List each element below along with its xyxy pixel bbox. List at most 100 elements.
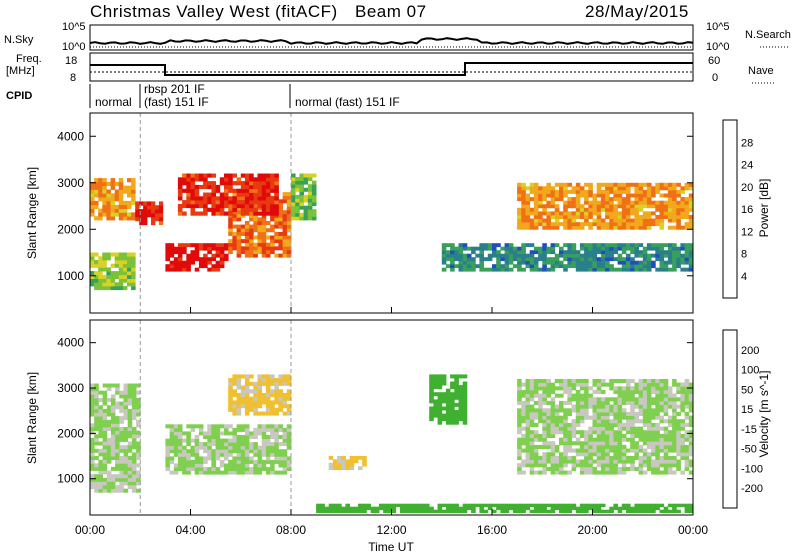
data-cell (458, 250, 464, 255)
data-cell (274, 389, 279, 394)
data-cell (584, 386, 589, 391)
data-cell (115, 466, 120, 471)
data-cell (173, 467, 179, 472)
data-cell (462, 243, 468, 248)
data-cell (630, 379, 635, 384)
data-cell (688, 382, 694, 387)
data-cell (638, 225, 644, 230)
data-cell (353, 509, 359, 514)
data-cell (190, 177, 196, 182)
data-cell (328, 509, 334, 514)
data-cell (286, 242, 292, 247)
data-cell (207, 260, 212, 265)
data-cell (429, 385, 434, 390)
data-cell (638, 382, 644, 387)
data-cell (584, 452, 589, 457)
data-cell (94, 387, 99, 392)
data-cell (651, 397, 656, 402)
data-cell (655, 455, 660, 460)
data-cell (680, 389, 685, 394)
data-cell (286, 424, 292, 429)
data-cell (299, 198, 304, 203)
data-cell (667, 430, 673, 435)
data-cell (165, 452, 170, 457)
data-cell (286, 202, 292, 207)
data-cell (131, 383, 137, 388)
data-cell (546, 182, 551, 187)
data-cell (684, 243, 690, 248)
data-cell (177, 424, 183, 429)
data-cell (437, 385, 443, 390)
data-cell (575, 215, 581, 219)
data-cell (626, 437, 631, 442)
data-cell (224, 438, 229, 443)
data-cell (136, 488, 141, 493)
data-cell (567, 250, 572, 255)
data-cell (626, 455, 631, 460)
data-cell (600, 466, 606, 471)
data-cell (114, 193, 120, 198)
data-cell (90, 481, 95, 486)
data-cell (249, 442, 254, 447)
data-cell (110, 412, 116, 417)
data-cell (613, 204, 618, 209)
data-cell (232, 246, 237, 251)
data-cell (646, 463, 652, 468)
data-cell (605, 264, 610, 269)
data-cell (244, 445, 250, 450)
data-cell (253, 427, 258, 432)
data-cell (270, 203, 275, 209)
data-cell (115, 485, 120, 490)
data-cell (646, 211, 652, 216)
data-cell (224, 200, 229, 205)
data-cell (198, 470, 204, 475)
data-cell (621, 422, 627, 427)
data-cell (303, 198, 309, 203)
data-cell (90, 408, 95, 413)
data-cell (253, 253, 258, 258)
data-cell (127, 394, 133, 399)
data-cell (517, 452, 522, 457)
data-cell (211, 427, 216, 432)
data-cell (659, 509, 665, 514)
data-cell (525, 211, 531, 216)
data-cell (663, 215, 669, 219)
data-cell (554, 448, 560, 453)
data-cell (94, 383, 99, 388)
data-cell (655, 222, 660, 227)
data-cell (613, 222, 618, 227)
data-cell (328, 503, 334, 508)
data-cell (626, 400, 631, 405)
data-cell (487, 267, 493, 272)
data-cell (118, 208, 124, 213)
data-cell (563, 455, 568, 460)
data-cell (270, 427, 275, 432)
data-cell (592, 503, 598, 508)
data-cell (655, 267, 660, 272)
data-cell (600, 379, 606, 384)
data-cell (215, 427, 221, 432)
data-cell (651, 430, 656, 435)
colorbar-tick-label: 100 (741, 365, 759, 377)
data-cell (542, 379, 547, 384)
data-cell (98, 441, 103, 446)
data-cell (224, 463, 229, 468)
data-cell (508, 260, 514, 265)
data-cell (575, 397, 581, 402)
data-cell (571, 211, 577, 216)
data-cell (479, 506, 484, 511)
data-cell (592, 452, 598, 457)
data-cell (228, 452, 233, 457)
data-cell (533, 437, 539, 442)
data-cell (286, 404, 292, 409)
data-cell (663, 243, 669, 248)
data-cell (492, 267, 497, 272)
data-cell (106, 448, 112, 453)
data-cell (517, 426, 522, 431)
data-cell (90, 445, 95, 450)
data-cell (186, 243, 191, 248)
y-tick-label: 4000 (57, 336, 84, 350)
data-cell (249, 381, 254, 386)
data-cell (90, 212, 95, 217)
data-cell (211, 431, 216, 436)
